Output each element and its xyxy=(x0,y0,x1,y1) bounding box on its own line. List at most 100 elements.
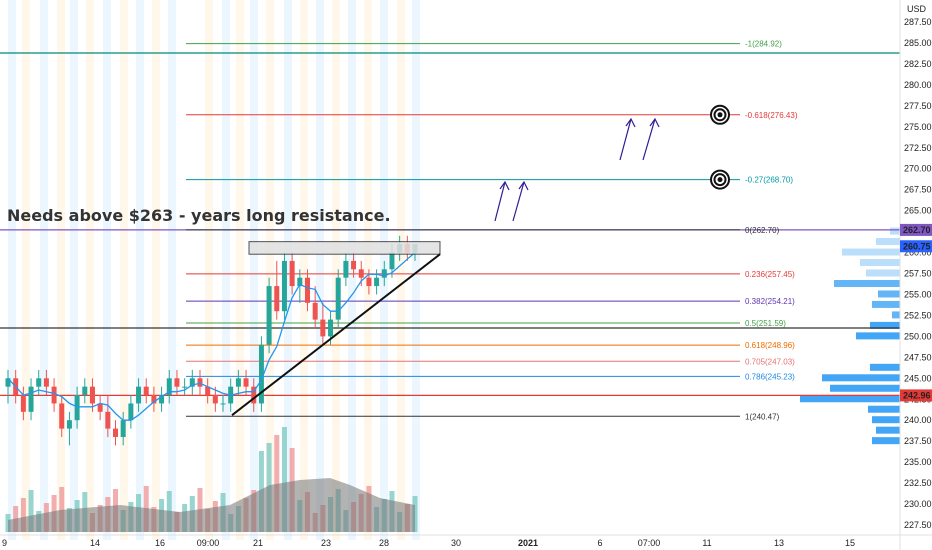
volume-profile xyxy=(800,227,900,445)
price-badge-label: 242.96 xyxy=(903,390,931,400)
up-arrow xyxy=(494,181,506,222)
time-tick-label: 13 xyxy=(774,538,784,548)
price-tick-label: 265.00 xyxy=(904,206,932,216)
candle-body xyxy=(274,286,280,312)
price-tick-label: 272.50 xyxy=(904,143,932,153)
fib-level-label: 0(262.70) xyxy=(745,226,780,235)
target-icon-dot xyxy=(717,177,723,183)
up-arrow-head xyxy=(649,117,660,128)
candle-body xyxy=(281,260,287,312)
session-stripe xyxy=(57,0,65,540)
session-stripe xyxy=(284,0,292,540)
session-stripe xyxy=(316,0,324,540)
session-stripe xyxy=(205,0,213,540)
time-tick-label: 07:00 xyxy=(638,538,661,548)
volume-profile-bar xyxy=(872,300,900,308)
price-tick-label: 260.00 xyxy=(904,248,932,258)
session-stripe xyxy=(332,0,340,540)
candle-body xyxy=(320,319,326,337)
volume-profile-bar xyxy=(878,290,900,298)
up-arrow xyxy=(619,118,632,161)
fib-level-label: 1(240.47) xyxy=(745,412,780,421)
price-tick-label: 280.00 xyxy=(904,80,932,90)
candle-body xyxy=(328,319,334,337)
time-tick-label: 6 xyxy=(597,538,602,548)
session-stripe xyxy=(120,0,128,540)
price-tick-label: 282.50 xyxy=(904,59,932,69)
candle-body xyxy=(220,403,226,405)
candle-body xyxy=(105,411,111,429)
volume-bar xyxy=(20,498,26,532)
session-stripe xyxy=(397,0,405,540)
volume-profile-bar xyxy=(800,395,900,403)
volume-bar xyxy=(59,487,65,532)
fib-level-label: 0.618(248.96) xyxy=(745,341,795,350)
price-tick-label: 257.50 xyxy=(904,269,932,279)
candle-body xyxy=(51,386,57,404)
time-axis[interactable]: 9 14 16 09:00 21 23 28 30 2021 6 07:00 11 13 15 xyxy=(0,534,932,548)
candle-body xyxy=(174,378,180,387)
volume-bar xyxy=(274,435,280,532)
candle-body xyxy=(289,260,295,287)
candle-body xyxy=(358,269,364,278)
session-stripe xyxy=(300,0,308,540)
volume-profile-bar xyxy=(872,437,900,445)
candle-body xyxy=(89,386,95,404)
volume-profile-bar xyxy=(890,227,900,235)
price-tick-label: 285.00 xyxy=(904,38,932,48)
fib-level-label: 0.705(247.03) xyxy=(745,357,795,366)
price-tick-label: 240.00 xyxy=(904,415,932,425)
session-stripe xyxy=(136,0,144,540)
moving-average-line xyxy=(7,252,416,421)
candle-body xyxy=(389,252,395,270)
price-tick-label: 287.50 xyxy=(904,17,932,27)
volume-bar xyxy=(281,427,287,532)
price-tick-label: 277.50 xyxy=(904,101,932,111)
fib-level-label: 0.786(245.23) xyxy=(745,372,795,381)
time-tick-label: 23 xyxy=(321,538,331,548)
fib-level-label: 0.236(257.45) xyxy=(745,270,795,279)
up-arrow-head xyxy=(518,180,529,191)
time-tick-label: 30 xyxy=(451,538,461,548)
price-tick-label: 255.00 xyxy=(904,289,932,299)
candle-body xyxy=(82,386,88,396)
price-tick-label: 237.50 xyxy=(904,436,932,446)
volume-profile-bar xyxy=(856,332,900,340)
candle-body xyxy=(74,395,80,421)
candle-body xyxy=(28,386,34,412)
headline: Needs above $263 - years long resistance… xyxy=(7,206,391,225)
volume-profile-bar xyxy=(876,426,900,434)
candle-body xyxy=(43,378,49,387)
target-icon-dot xyxy=(717,112,723,118)
session-stripe xyxy=(364,0,372,540)
candle-body xyxy=(66,420,72,429)
session-stripe xyxy=(266,0,274,540)
candle-body xyxy=(128,403,134,421)
price-axis[interactable]: USD 287.50 285.00 282.50 280.00 277.50 275.00 2… xyxy=(899,0,932,550)
candle-body xyxy=(374,277,380,287)
price-tick-label: 235.00 xyxy=(904,457,932,467)
fib-level-label: 0.382(254.21) xyxy=(745,297,795,306)
candle-body xyxy=(120,420,126,437)
price-badge-label: 260.75 xyxy=(903,241,931,251)
fib-level-label: 0.5(251.59) xyxy=(745,319,786,328)
time-tick-label: 16 xyxy=(155,538,165,548)
volume-profile-bar xyxy=(870,363,900,371)
horizontal-lines xyxy=(0,52,900,396)
price-badges: 262.70 260.75 242.96 xyxy=(900,223,932,402)
session-stripe xyxy=(412,0,420,540)
price-badge xyxy=(900,240,932,253)
candle-body xyxy=(136,386,142,404)
candle-body xyxy=(189,378,195,387)
candle-body xyxy=(381,269,387,278)
currency-label: USD xyxy=(907,4,927,14)
session-stripe xyxy=(103,0,111,540)
candle-body xyxy=(258,344,264,404)
session-stripe xyxy=(22,0,30,540)
up-arrow-head xyxy=(625,117,636,128)
up-arrow-head xyxy=(499,180,510,191)
candle-body xyxy=(351,260,357,270)
volume-profile-bar xyxy=(842,248,900,256)
candle-body xyxy=(159,395,165,404)
